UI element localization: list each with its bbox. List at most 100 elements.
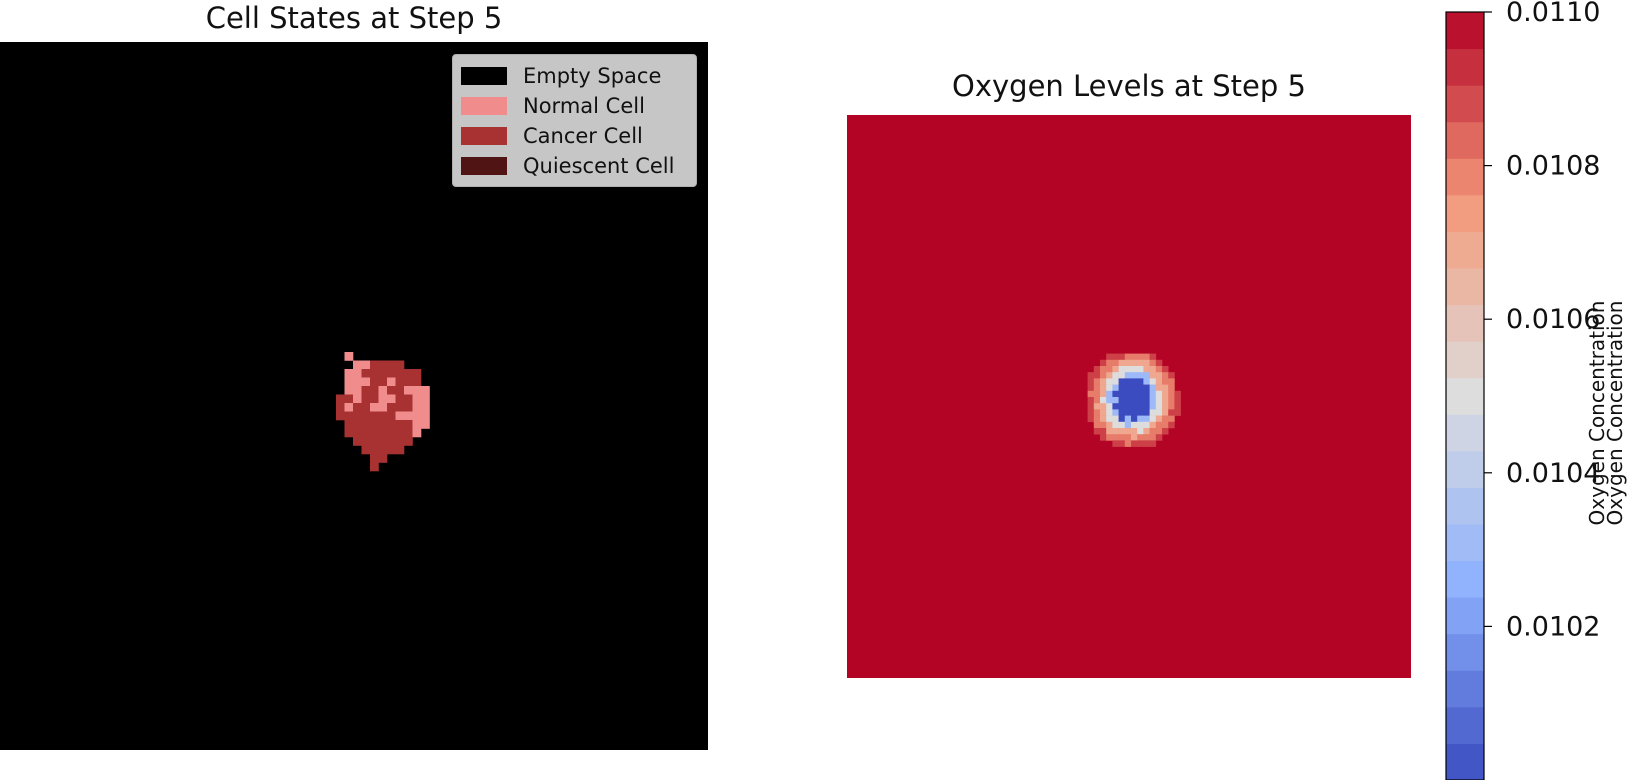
oxygen-cell — [1143, 390, 1150, 398]
legend-swatch-empty-space — [461, 67, 507, 85]
oxygen-cell — [1149, 384, 1157, 392]
colorbar-band — [1446, 487, 1484, 525]
oxygen-cell — [1100, 397, 1107, 404]
oxygen-cell — [1124, 397, 1132, 404]
oxygen-cell — [1118, 403, 1126, 410]
oxygen-cell — [1106, 366, 1113, 373]
normal-cell — [378, 403, 388, 412]
normal-cell — [344, 352, 354, 361]
oxygen-cell — [1137, 409, 1144, 416]
oxygen-cell — [1168, 384, 1175, 392]
cancer-cell — [395, 403, 405, 412]
oxygen-cell — [1131, 403, 1138, 410]
oxygen-cell — [1149, 428, 1157, 435]
cancer-cell — [395, 428, 405, 438]
oxygen-cell — [1124, 378, 1132, 385]
cancer-cell — [395, 445, 405, 455]
oxygen-cell — [1137, 440, 1144, 447]
oxygen-cell — [1149, 353, 1157, 361]
cancer-cell — [353, 420, 362, 429]
oxygen-cell — [1100, 409, 1107, 416]
cancer-cell — [344, 428, 354, 438]
oxygen-cell — [1112, 440, 1119, 447]
oxygen-cell — [1155, 409, 1163, 416]
oxygen-cell — [1100, 390, 1107, 398]
normal-cell — [344, 386, 354, 395]
oxygen-cell — [1131, 366, 1138, 373]
oxygen-cell — [1112, 403, 1119, 410]
colorbar-band — [1446, 414, 1484, 452]
oxygen-cell — [1112, 421, 1119, 429]
oxygen-cell — [1112, 372, 1119, 379]
normal-cell — [353, 377, 362, 387]
oxygen-cell — [1149, 359, 1157, 367]
oxygen-cell — [1168, 397, 1175, 404]
oxygen-cell — [1168, 378, 1175, 385]
oxygen-cell — [1118, 353, 1126, 361]
cancer-cell — [387, 445, 396, 455]
oxygen-cell — [1149, 409, 1157, 416]
colorbar-tick-label: 0.0108 — [1506, 151, 1600, 182]
cancer-cell — [378, 437, 388, 446]
oxygen-cell — [1093, 384, 1101, 392]
cancer-cell — [395, 420, 405, 429]
oxygen-cell — [1087, 378, 1095, 385]
oxygen-cell — [1137, 434, 1144, 441]
oxygen-cell — [1131, 397, 1138, 404]
oxygen-cell — [1093, 428, 1101, 435]
oxygen-cell — [1118, 397, 1126, 404]
normal-cell — [404, 386, 413, 395]
oxygen-cell — [1087, 384, 1095, 392]
normal-cell — [344, 403, 354, 412]
normal-cell — [387, 377, 396, 387]
oxygen-cell — [1124, 384, 1132, 392]
oxygen-levels-panel — [847, 115, 1411, 678]
colorbar-band — [1446, 633, 1484, 671]
oxygen-cell — [1087, 372, 1095, 379]
oxygen-cell — [1124, 403, 1132, 410]
cancer-cell — [387, 411, 396, 421]
oxygen-cell — [1143, 384, 1150, 392]
oxygen-cell — [1143, 409, 1150, 416]
cancer-cell — [370, 386, 379, 395]
oxygen-cell — [1093, 372, 1101, 379]
oxygen-cell — [1118, 390, 1126, 398]
cancer-cell — [395, 377, 405, 387]
cell-states-legend: Empty Space Normal Cell Cancer Cell Quie… — [452, 54, 697, 187]
oxygen-cell — [1100, 403, 1107, 410]
oxygen-cell — [1155, 397, 1163, 404]
oxygen-cell — [1106, 353, 1113, 361]
oxygen-cell — [1131, 428, 1138, 435]
oxygen-cell — [1131, 415, 1138, 423]
normal-cell — [361, 377, 371, 387]
oxygen-cell — [1112, 428, 1119, 435]
colorbar-tick-label: 0.0106 — [1506, 304, 1600, 335]
cancer-cell — [361, 428, 371, 438]
oxygen-cell — [1106, 384, 1113, 392]
cancer-cell — [378, 454, 388, 463]
oxygen-cell — [1112, 359, 1119, 367]
cancer-cell — [344, 411, 354, 421]
oxygen-cell — [1149, 397, 1157, 404]
oxygen-cell — [1100, 372, 1107, 379]
cancer-cell — [395, 437, 405, 446]
colorbar-outline — [1445, 11, 1485, 780]
oxygen-cell — [1093, 378, 1101, 385]
oxygen-cell — [1118, 372, 1126, 379]
oxygen-cell — [1112, 390, 1119, 398]
cancer-cell — [336, 394, 345, 404]
cancer-cell — [370, 369, 379, 378]
oxygen-cell — [1155, 390, 1163, 398]
oxygen-cell — [1131, 409, 1138, 416]
oxygen-cell — [1131, 434, 1138, 441]
oxygen-cell — [1100, 378, 1107, 385]
oxygen-cell — [1162, 378, 1169, 385]
colorbar-band — [1446, 85, 1484, 123]
oxygen-cell — [1106, 409, 1113, 416]
oxygen-cell — [1124, 421, 1132, 429]
legend-label-empty-space: Empty Space — [523, 64, 662, 88]
oxygen-cell — [1143, 421, 1150, 429]
oxygen-cell — [1155, 359, 1163, 367]
cancer-cell — [412, 377, 422, 387]
